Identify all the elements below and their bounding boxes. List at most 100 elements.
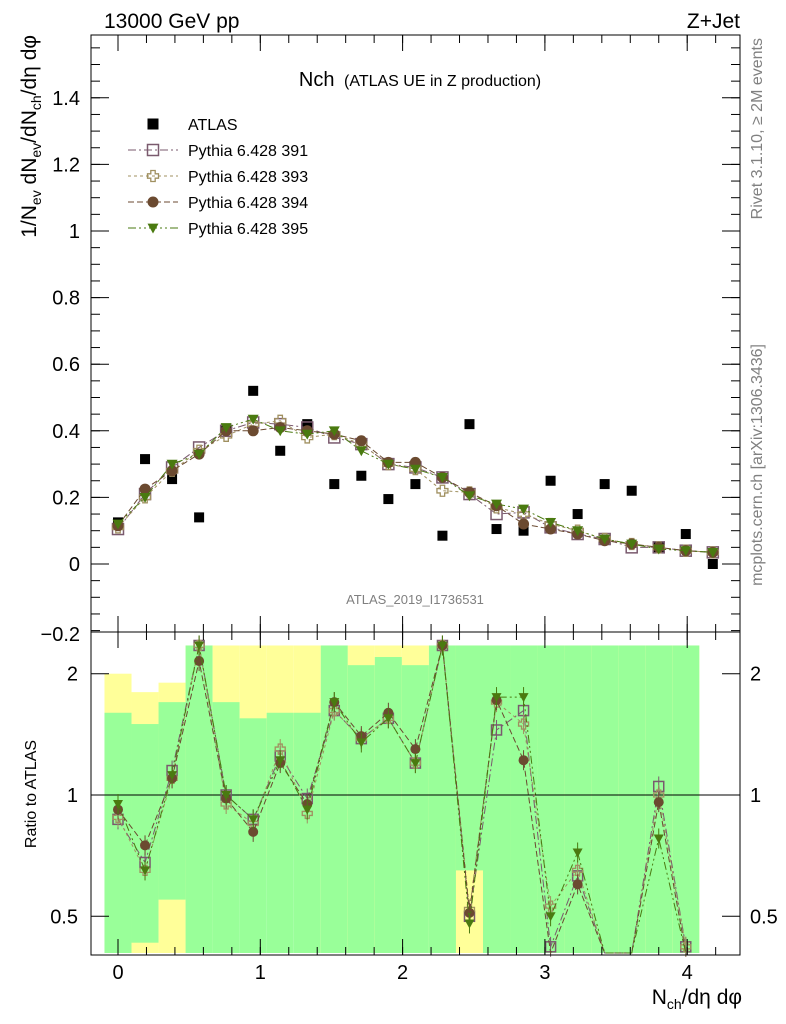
- y-tick-label: 0.2: [52, 487, 80, 509]
- legend-item: ATLAS: [147, 117, 238, 134]
- band-green: [212, 702, 240, 953]
- x-tick-label: 3: [539, 962, 550, 984]
- main-title-sub: (ATLAS UE in Z production): [344, 73, 541, 90]
- data-point: [139, 493, 151, 503]
- band-green: [455, 645, 483, 871]
- data-point: [112, 519, 124, 530]
- data-point: [464, 419, 475, 430]
- main-marks: [111, 385, 720, 569]
- data-point: [355, 446, 367, 457]
- ratio-point: [329, 698, 340, 708]
- ratio-point: [490, 724, 503, 736]
- band-green: [672, 645, 700, 953]
- ratio-point: [572, 848, 583, 858]
- data-point: [491, 499, 503, 510]
- ratio-point: [653, 834, 664, 844]
- ratio-y-tick-label-right: 1: [750, 785, 761, 807]
- header-left-label: 13000 GeV pp: [104, 10, 239, 33]
- ratio-point: [194, 641, 205, 651]
- header-right-label: Z+Jet: [687, 10, 740, 33]
- ratio-point: [437, 641, 448, 651]
- data-point: [329, 479, 340, 490]
- ratio-point: [113, 799, 123, 809]
- data-point: [167, 474, 178, 485]
- data-point: [491, 524, 502, 535]
- data-point: [463, 491, 475, 502]
- data-point: [139, 483, 151, 495]
- data-point: [518, 504, 530, 515]
- data-point: [247, 425, 259, 437]
- data-point: [572, 509, 583, 520]
- ratio-point: [140, 866, 151, 876]
- legend-marker: [146, 143, 160, 157]
- data-point: [193, 449, 205, 460]
- legend-label: Pythia 6.428 393: [188, 169, 308, 186]
- legend-marker: [147, 118, 159, 130]
- data-point: [518, 518, 530, 530]
- ratio-point: [302, 805, 313, 815]
- ratio-series-line: [117, 645, 687, 954]
- ratio-point: [680, 941, 692, 953]
- y-tick-label: 0.4: [52, 421, 80, 443]
- data-point: [382, 459, 394, 470]
- ratio-point: [518, 693, 529, 703]
- y-tick-label: 0.6: [52, 354, 80, 376]
- legend-item: Pythia 6.428 393: [128, 169, 308, 186]
- band-green: [320, 645, 348, 953]
- ratio-panel: 0.5 0.5 1 1 2 2 0 1 2 3 4 Ratio to ATLAS Nch/dη dφ: [23, 631, 778, 1012]
- ratio-series-line: [117, 645, 687, 955]
- band-green: [401, 665, 429, 953]
- watermark-label: ATLAS_2019_I1736531: [346, 592, 484, 607]
- series-4: [112, 414, 719, 558]
- data-point: [572, 526, 584, 537]
- y-bottom-tick-label: −0.2: [41, 624, 80, 646]
- data-point: [248, 385, 259, 396]
- data-point: [545, 523, 557, 535]
- ratio-series-3: [113, 635, 687, 954]
- y-tick-label: 1.4: [52, 88, 80, 110]
- data-point: [194, 512, 205, 523]
- data-point: [599, 534, 611, 545]
- legend: ATLAS Pythia 6.428 391 Pythia 6.428 393 Pyt…: [128, 117, 308, 238]
- band-green: [618, 645, 646, 953]
- ratio-y-tick-label-right: 0.5: [750, 906, 778, 928]
- rivet-label: Rivet 3.1.10, ≥ 2M events: [749, 38, 766, 219]
- y-tick-label: 0.8: [52, 288, 80, 310]
- ratio-point: [140, 840, 151, 851]
- band-green: [591, 645, 619, 953]
- legend-marker: [147, 223, 159, 234]
- ratio-point: [464, 919, 475, 929]
- data-point: [275, 445, 286, 456]
- x-tick-label: 1: [255, 962, 266, 984]
- data-point: [436, 473, 448, 483]
- ratio-point: [410, 759, 421, 769]
- data-point: [166, 465, 178, 477]
- legend-label: Pythia 6.428 395: [188, 221, 308, 238]
- band-green: [104, 712, 132, 953]
- ratio-y-tick-label: 2: [67, 664, 78, 686]
- ratio-point: [571, 864, 584, 877]
- mcplots-label: mcplots.cern.ch [arXiv:1306.3436]: [749, 344, 766, 586]
- ratio-ticks: 0.5 0.5 1 1 2 2 0 1 2 3 4: [50, 632, 778, 984]
- ratio-y-tick-label: 0.5: [50, 906, 78, 928]
- legend-label: Pythia 6.428 391: [188, 143, 308, 160]
- ratio-point: [518, 755, 529, 766]
- band-green: [293, 712, 321, 953]
- legend-item: Pythia 6.428 395: [128, 221, 308, 238]
- y-tick-label: 1.2: [52, 154, 80, 176]
- legend-marker: [147, 196, 159, 208]
- ratio-point: [464, 907, 475, 918]
- band-green: [374, 657, 402, 953]
- ratio-point: [356, 738, 367, 748]
- data-point: [383, 494, 394, 505]
- ratio-point: [248, 826, 259, 837]
- ratio-point: [221, 791, 232, 800]
- ratio-y-tick-label: 1: [67, 785, 78, 807]
- data-point: [653, 544, 665, 555]
- legend-item: Pythia 6.428 394: [128, 195, 308, 212]
- data-point: [626, 539, 638, 550]
- ratio-series-line: [117, 645, 687, 954]
- main-title-main: Nch: [299, 69, 335, 91]
- data-point: [436, 484, 449, 497]
- data-point: [626, 485, 637, 496]
